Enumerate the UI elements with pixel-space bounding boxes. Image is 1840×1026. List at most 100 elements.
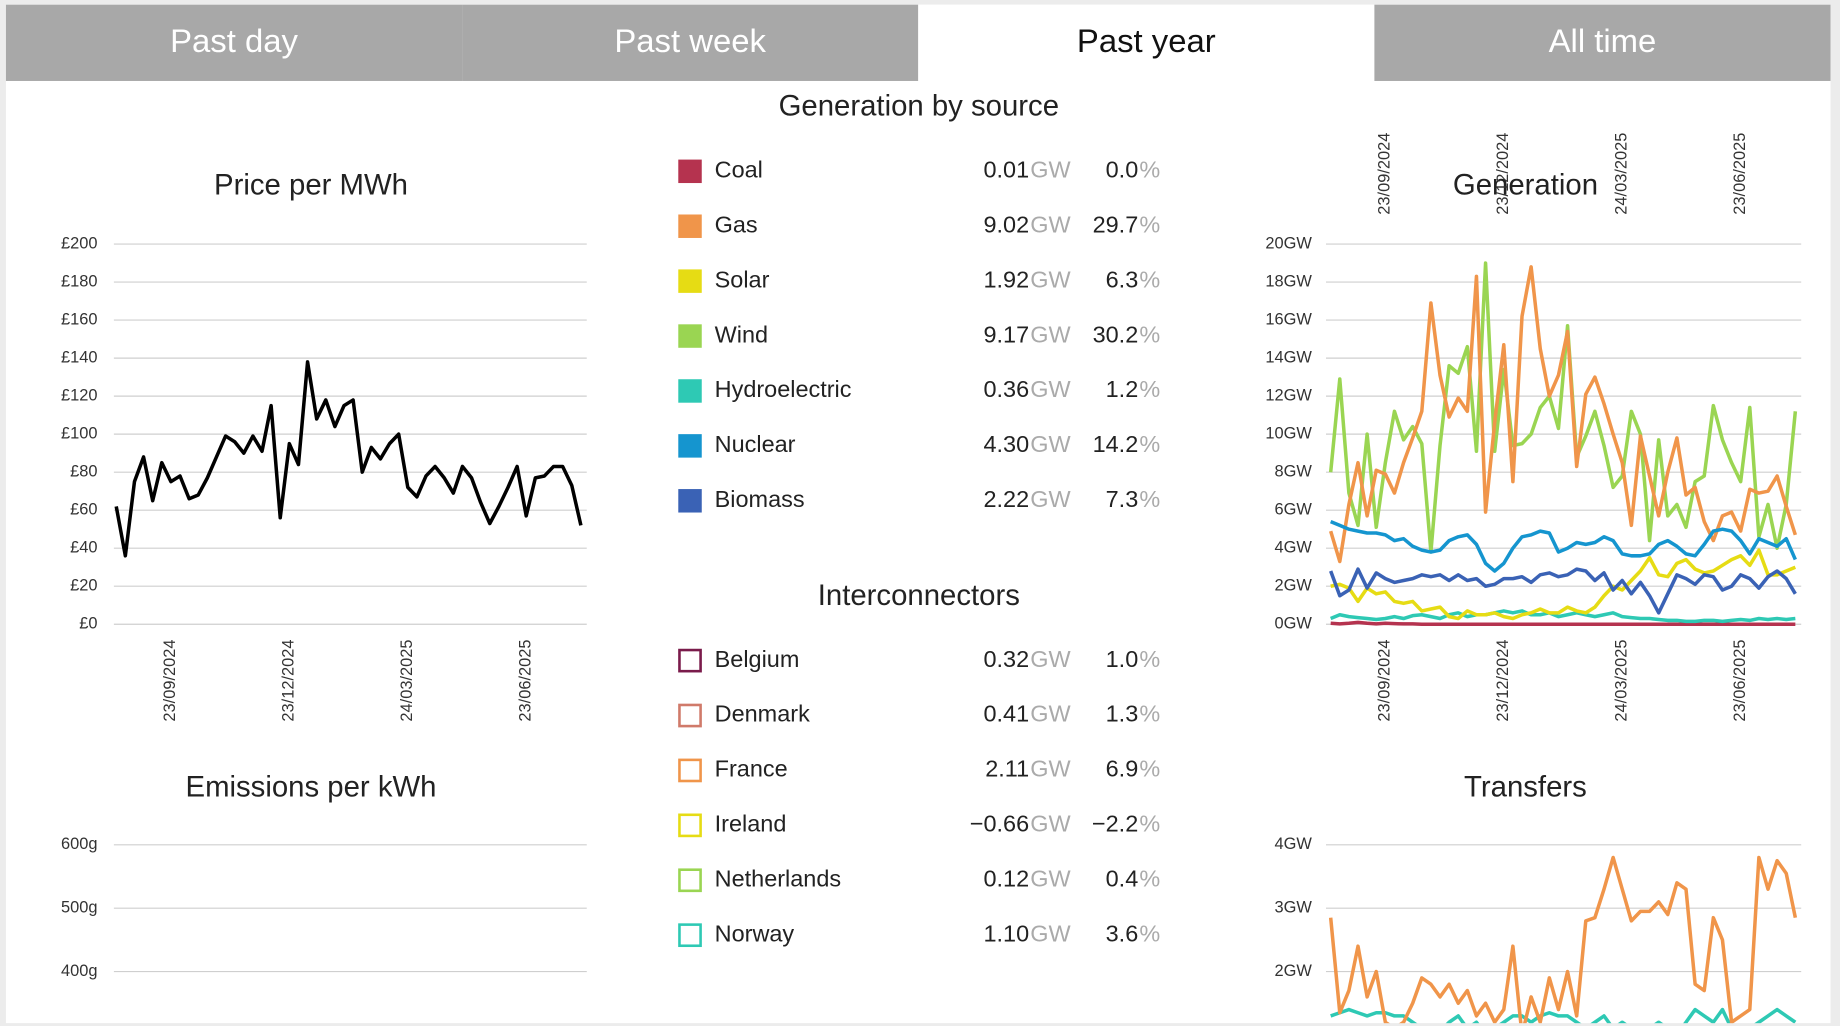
row-value: 2.22	[983, 486, 1029, 512]
y-tick-label: 18GW	[1265, 272, 1312, 290]
row-unit: GW	[1030, 701, 1071, 727]
row-unit: GW	[1030, 266, 1071, 292]
y-tick-label: £0	[79, 615, 97, 633]
row-unit: GW	[1030, 811, 1071, 837]
row-value: 0.01	[983, 157, 1029, 183]
tab-label[interactable]: Past year	[1077, 22, 1216, 59]
swatch	[678, 758, 702, 783]
swatch	[678, 379, 702, 403]
series-line	[114, 360, 583, 558]
y-tick-label: £180	[61, 272, 98, 290]
row-unit: GW	[1030, 920, 1071, 946]
row-share: 3.6	[1106, 920, 1139, 946]
tab[interactable]	[5, 4, 463, 81]
row-name: Gas	[715, 211, 758, 237]
row-share-unit: %	[1139, 756, 1160, 782]
y-tick-label: £140	[61, 348, 98, 366]
tab[interactable]	[462, 4, 919, 81]
x-tick-label: 23/12/2024	[1494, 639, 1512, 721]
swatch	[678, 703, 702, 728]
row-value: 2.11	[985, 756, 1029, 782]
row-name: France	[715, 756, 788, 782]
series-line	[1328, 261, 1798, 554]
series-line	[1330, 620, 1796, 626]
y-tick-label: £60	[70, 501, 97, 519]
table-title: Interconnectors	[818, 579, 1020, 612]
row-unit: GW	[1030, 157, 1071, 183]
row-value: 0.36	[983, 376, 1029, 402]
y-tick-label: 0GW	[1275, 615, 1313, 633]
row-unit: GW	[1030, 756, 1071, 782]
row-share: 6.3	[1106, 266, 1139, 292]
series-line	[1328, 265, 1798, 564]
row-name: Netherlands	[715, 865, 841, 891]
row-value: 1.92	[983, 266, 1029, 292]
y-tick-label: £200	[61, 234, 98, 252]
row-unit: GW	[1030, 431, 1071, 457]
row-name: Solar	[715, 266, 770, 292]
tab-label[interactable]: Past week	[614, 22, 766, 59]
row-value: 1.10	[983, 920, 1029, 946]
y-tick-label: 500g	[61, 899, 98, 917]
chart-title: Transfers	[1464, 770, 1587, 803]
swatch	[678, 489, 702, 513]
row-share-unit: %	[1139, 486, 1160, 512]
table-title: Generation by source	[779, 90, 1059, 123]
series-line	[1330, 609, 1796, 624]
x-tick-label: 24/03/2025	[1613, 133, 1631, 215]
row-share: 1.3	[1106, 701, 1139, 727]
series-line	[1328, 855, 1798, 1026]
row-share-unit: %	[1139, 321, 1160, 347]
row-share-unit: %	[1139, 920, 1160, 946]
tab-label[interactable]: All time	[1549, 22, 1657, 59]
row-share-unit: %	[1139, 431, 1160, 457]
row-value: 9.17	[983, 321, 1029, 347]
x-tick-label: 24/03/2025	[1613, 639, 1631, 721]
row-share-unit: %	[1139, 266, 1160, 292]
series-line	[1330, 1007, 1797, 1026]
series-line	[1329, 567, 1797, 615]
tab[interactable]	[1374, 4, 1831, 81]
row-unit: GW	[1030, 865, 1071, 891]
row-unit: GW	[1030, 646, 1071, 672]
row-unit: GW	[1030, 211, 1071, 237]
x-tick-label: 23/09/2024	[161, 639, 179, 721]
row-share: 14.2	[1093, 431, 1139, 457]
frame-bottom	[0, 1023, 1840, 1026]
y-tick-label: £100	[61, 424, 98, 442]
y-tick-label: 12GW	[1265, 386, 1312, 404]
row-share-unit: %	[1139, 157, 1160, 183]
tab[interactable]	[918, 4, 1375, 81]
y-tick-label: £160	[61, 310, 98, 328]
row-share: 1.0	[1106, 646, 1139, 672]
row-value: 0.32	[983, 646, 1029, 672]
series-line	[1330, 519, 1797, 573]
y-tick-label: 14GW	[1265, 348, 1312, 366]
y-tick-label: £20	[70, 577, 97, 595]
row-name: Norway	[715, 920, 795, 946]
swatch	[678, 923, 702, 948]
y-tick-label: £120	[61, 386, 98, 404]
y-tick-label: 600g	[61, 835, 98, 853]
chart-title: Emissions per kWh	[186, 770, 437, 803]
x-tick-label: 24/03/2025	[398, 639, 416, 721]
frame-right	[1830, 0, 1840, 1026]
series-line	[1330, 548, 1797, 621]
x-tick-label: 23/12/2024	[1494, 133, 1512, 215]
swatch	[678, 214, 702, 238]
row-name: Biomass	[715, 486, 805, 512]
y-tick-label: 20GW	[1265, 234, 1312, 252]
row-share-unit: %	[1139, 646, 1160, 672]
row-name: Hydroelectric	[715, 376, 852, 402]
row-share: 7.3	[1106, 486, 1139, 512]
row-share-unit: %	[1139, 811, 1160, 837]
y-tick-label: 400g	[61, 962, 98, 980]
row-share: 1.2	[1106, 376, 1139, 402]
row-value: 0.41	[983, 701, 1029, 727]
row-share-unit: %	[1139, 865, 1160, 891]
chart-title: Generation	[1453, 168, 1598, 201]
tab-label[interactable]: Past day	[170, 22, 298, 59]
